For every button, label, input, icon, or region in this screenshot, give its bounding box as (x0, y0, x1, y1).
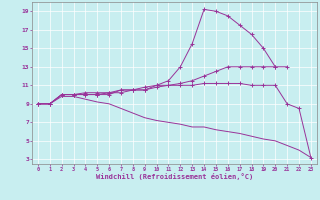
X-axis label: Windchill (Refroidissement éolien,°C): Windchill (Refroidissement éolien,°C) (96, 173, 253, 180)
